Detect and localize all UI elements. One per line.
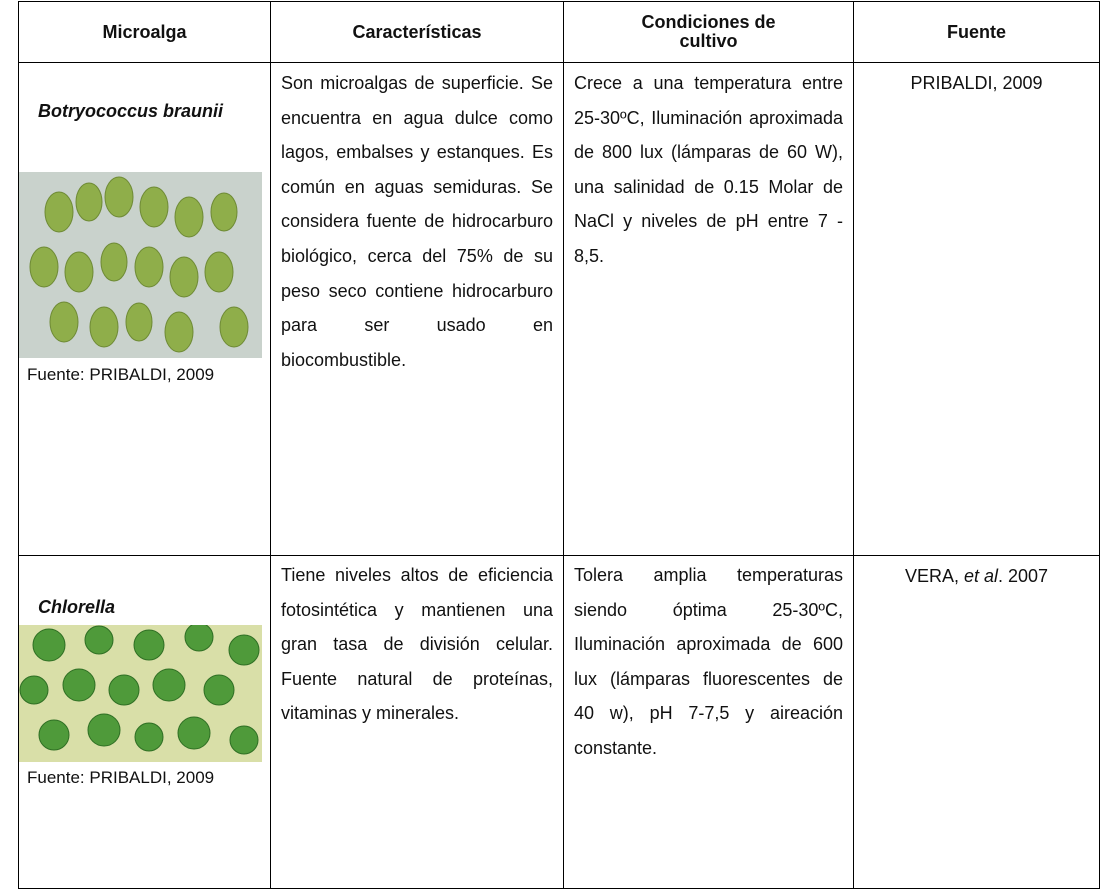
alga-name: Chlorella: [38, 597, 116, 617]
header-cell: Fuente: [946, 21, 1006, 42]
conditions: Tolera amplia temperaturas siendo óptima…: [574, 565, 843, 758]
image-caption: Fuente: PRIBALDI, 2009: [27, 365, 215, 384]
border: [853, 1, 854, 889]
source-text: et al: [963, 566, 998, 586]
border: [18, 555, 1100, 556]
source: PRIBALDI, 2009: [854, 72, 1099, 94]
header-cell: Condiciones de cultivo: [641, 12, 776, 51]
border: [18, 1, 1100, 2]
alga-image: [19, 625, 262, 762]
source-text: PRIBALDI, 2009: [910, 73, 1043, 93]
characteristics: Tiene niveles altos de eficiencia fotosi…: [281, 565, 553, 724]
alga-image: [19, 172, 262, 358]
border: [270, 1, 271, 889]
border: [18, 888, 1100, 889]
source-text: VERA,: [904, 566, 964, 586]
header-cell: Características: [352, 21, 482, 42]
image-caption: Fuente: PRIBALDI, 2009: [27, 768, 215, 787]
border: [18, 1, 19, 889]
conditions: Crece a una temperatura entre 25-30ºC, I…: [574, 73, 843, 266]
border: [563, 1, 564, 889]
border: [18, 62, 1100, 63]
characteristics: Son microalgas de superficie. Se encuent…: [281, 73, 553, 370]
source: VERA, et al. 2007: [854, 565, 1099, 587]
alga-name: Botryococcus braunii: [38, 101, 224, 121]
header-cell: Microalga: [102, 21, 187, 42]
border: [1099, 1, 1100, 889]
source-text: . 2007: [998, 566, 1049, 586]
